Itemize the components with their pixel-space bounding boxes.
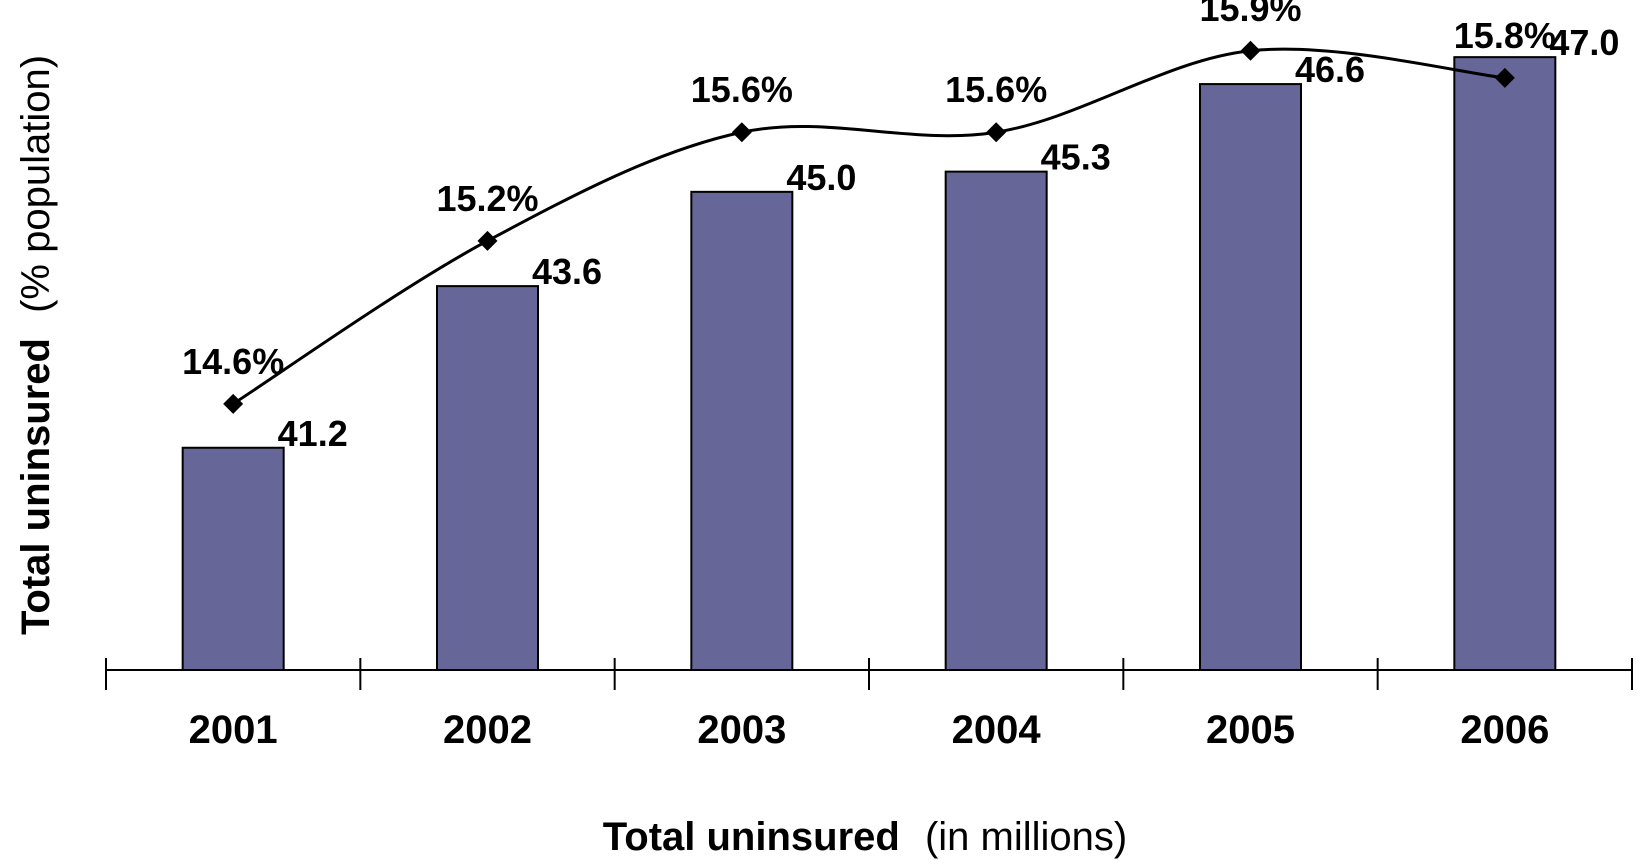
category-label: 2006 bbox=[1460, 708, 1549, 752]
line-data-labels: 14.6% 15.2% 15.6% 15.6% 15.9% 15.8% bbox=[182, 0, 1556, 382]
bar-value-label: 43.6 bbox=[532, 251, 602, 292]
x-axis-title-normal: (in millions) bbox=[925, 815, 1127, 859]
bar-2004 bbox=[944, 170, 1048, 671]
bar-2003 bbox=[690, 190, 794, 671]
category-label: 2003 bbox=[697, 708, 786, 752]
line-value-label: 15.6% bbox=[691, 69, 793, 110]
x-axis-title: Total uninsured (in millions) bbox=[603, 815, 1127, 859]
line-value-label: 15.6% bbox=[945, 69, 1047, 110]
bar-2006 bbox=[1453, 56, 1557, 671]
category-label: 2001 bbox=[189, 708, 278, 752]
bar-data-labels: 41.2 43.6 45.0 45.3 46.6 47.0 bbox=[278, 22, 1620, 454]
x-axis bbox=[105, 658, 1633, 690]
line-value-label: 15.2% bbox=[436, 178, 538, 219]
bar-value-label: 41.2 bbox=[278, 413, 348, 454]
bar-value-label: 46.6 bbox=[1295, 49, 1365, 90]
y-axis-title-bold: Total uninsured bbox=[14, 338, 58, 635]
percent-line bbox=[232, 47, 1505, 406]
line-marker-2006 bbox=[1494, 67, 1515, 88]
y-axis-title-normal: (% population) bbox=[14, 55, 58, 313]
line-series bbox=[223, 40, 1515, 414]
line-marker-2002 bbox=[477, 230, 498, 251]
line-marker-2005 bbox=[1240, 40, 1261, 61]
bar-value-label: 45.0 bbox=[786, 157, 856, 198]
category-label: 2002 bbox=[443, 708, 532, 752]
category-label: 2004 bbox=[952, 708, 1042, 752]
line-value-label: 15.8% bbox=[1454, 15, 1556, 56]
bar-2005 bbox=[1199, 83, 1302, 672]
y-axis-title: Total uninsured (% population) bbox=[14, 55, 58, 635]
category-label: 2005 bbox=[1206, 708, 1295, 752]
line-value-label: 15.9% bbox=[1199, 0, 1301, 29]
bar-value-label: 47.0 bbox=[1549, 22, 1619, 63]
category-labels: 2001 2002 2003 2004 2005 2006 bbox=[189, 708, 1550, 752]
bar-value-label: 45.3 bbox=[1041, 137, 1111, 178]
bar-2002 bbox=[436, 285, 539, 671]
line-marker-2004 bbox=[986, 122, 1007, 143]
line-marker-2001 bbox=[223, 393, 244, 414]
bar-series bbox=[181, 56, 1557, 672]
x-axis-title-bold: Total uninsured bbox=[603, 815, 900, 859]
bar-2001 bbox=[181, 446, 285, 671]
line-marker-2003 bbox=[731, 122, 752, 143]
line-value-label: 14.6% bbox=[182, 341, 284, 382]
